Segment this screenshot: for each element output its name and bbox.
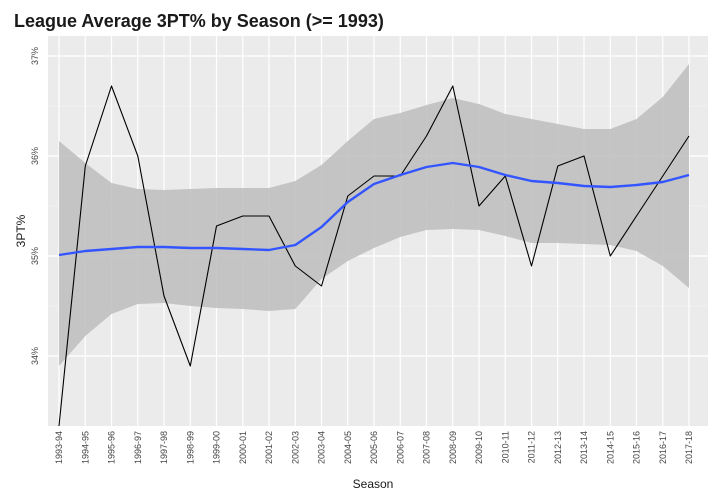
x-tick-label: 1996-97 [133, 431, 143, 464]
x-tick-label: 2011-12 [527, 431, 537, 463]
x-tick-label: 2005-06 [369, 431, 379, 464]
y-tick-label: 35% [30, 247, 40, 265]
x-tick-label: 2017-18 [684, 431, 694, 464]
x-tick-label: 2006-07 [395, 431, 405, 464]
x-tick-label: 2013-14 [579, 431, 589, 464]
x-tick-label: 1997-98 [159, 431, 169, 464]
x-tick-label: 2003-04 [317, 431, 327, 464]
y-tick-labels: 34% 35% 36% 37% [30, 47, 40, 365]
y-tick-label: 34% [30, 347, 40, 365]
x-tick-label: 2004-05 [343, 431, 353, 464]
x-axis-title: Season [353, 477, 394, 491]
x-tick-label: 2014-15 [605, 431, 615, 464]
confidence-band [59, 64, 689, 366]
y-tick-label: 36% [30, 147, 40, 165]
confidence-band-area [59, 64, 689, 366]
x-tick-label: 2009-10 [474, 431, 484, 464]
x-tick-label: 1995-96 [107, 431, 117, 464]
x-tick-label: 2000-01 [238, 431, 248, 464]
x-tick-label: 2008-09 [448, 431, 458, 464]
chart-title: League Average 3PT% by Season (>= 1993) [14, 11, 384, 31]
x-tick-label: 2010-11 [500, 431, 510, 463]
series-lines [58, 85, 690, 427]
x-tick-label: 2012-13 [553, 431, 563, 464]
x-tick-label: 1993-94 [54, 431, 64, 464]
x-tick-label: 2007-08 [422, 431, 432, 464]
x-tick-label: 1994-95 [80, 431, 90, 464]
x-tick-label: 2002-03 [290, 431, 300, 464]
x-tick-label: 1998-99 [185, 431, 195, 464]
y-axis-title: 3PT% [14, 214, 28, 247]
y-tick-label: 37% [30, 47, 40, 65]
x-tick-label: 2016-17 [658, 431, 668, 464]
x-tick-label: 2015-16 [632, 431, 642, 464]
x-tick-label: 1999-00 [212, 431, 222, 464]
x-tick-labels: 1993-94 1994-95 1995-96 1996-97 1997-98 1998-… [54, 431, 694, 464]
x-tick-label: 2001-02 [264, 431, 274, 464]
